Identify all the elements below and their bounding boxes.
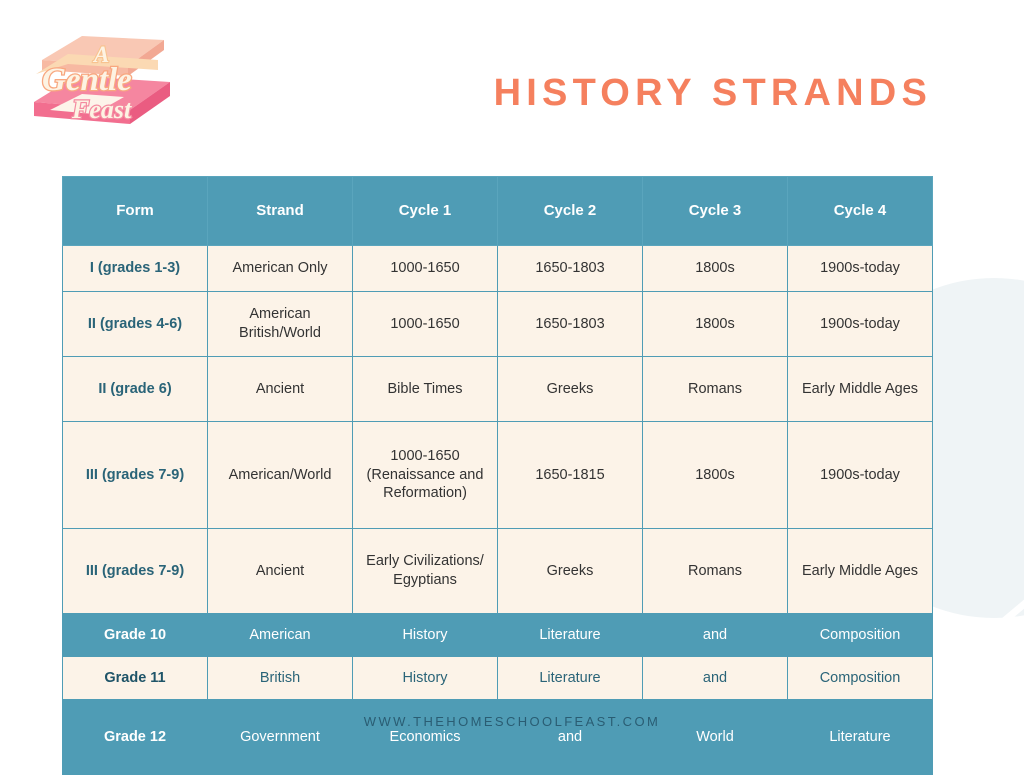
table-cell: 1900s-today (787, 245, 933, 292)
table-cell: Early Middle Ages (787, 528, 933, 614)
column-header-form: Form (62, 176, 208, 246)
table-cell: Greeks (497, 356, 643, 422)
table-cell: American British/World (207, 291, 353, 357)
table-cell: and (497, 699, 643, 775)
svg-text:Gentle: Gentle (42, 62, 132, 98)
table-row: III (grades 7-9) American/World 1000-1650 … (62, 421, 933, 529)
table-cell: and (642, 613, 788, 657)
site-url-footer: WWW.THEHOMESCHOOLFEAST.COM (363, 714, 661, 729)
table-cell: 1900s-today (787, 291, 933, 357)
table-row: Grade 11 British History Literature and Compo… (62, 656, 933, 700)
table-cell: Romans (642, 528, 788, 614)
table-cell: Economics (352, 699, 498, 775)
table-row: II (grades 4-6) American British/World 100… (62, 291, 933, 357)
table-cell: World (642, 699, 788, 775)
table-cell: 1000-1650 (352, 291, 498, 357)
row-form-label: Grade 11 (62, 656, 208, 700)
table-cell: 1000-1650 (352, 245, 498, 292)
table-cell: 1800s (642, 291, 788, 357)
row-form-label: I (grades 1-3) (62, 245, 208, 292)
row-form-label: III (grades 7-9) (62, 421, 208, 529)
table-cell: 1800s (642, 421, 788, 529)
page-header: A Gentle Feast HISTORY STRANDS (0, 0, 1024, 160)
table-cell: 1000-1650 (Renaissance and Reformation) (352, 421, 498, 529)
table-row: II (grade 6) Ancient Bible Times Greeks Roma… (62, 356, 933, 422)
table-cell: Ancient (207, 356, 353, 422)
table-header-row: Form Strand Cycle 1 Cycle 2 Cycle 3 Cycle 4 (62, 176, 933, 246)
table-row: Grade 12 Government Economics and World Liter… (62, 699, 933, 775)
table-cell: American (207, 613, 353, 657)
svg-text:A: A (92, 42, 109, 67)
row-form-label: Grade 10 (62, 613, 208, 657)
brand-logo-a-gentle-feast: A Gentle Feast (24, 14, 176, 134)
table-cell: Government (207, 699, 353, 775)
table-cell: British (207, 656, 353, 700)
table-cell: Literature (497, 613, 643, 657)
table-cell: History (352, 613, 498, 657)
history-strands-table: Form Strand Cycle 1 Cycle 2 Cycle 3 Cycle 4 I… (62, 176, 933, 775)
table-body: I (grades 1-3) American Only 1000-1650 1650… (62, 245, 933, 775)
table-cell: 1650-1803 (497, 245, 643, 292)
table-cell: Composition (787, 613, 933, 657)
table-cell: Greeks (497, 528, 643, 614)
table-cell: Early Civilizations/ Egyptians (352, 528, 498, 614)
row-form-label: Grade 12 (62, 699, 208, 775)
table-cell: Bible Times (352, 356, 498, 422)
table-cell: 1650-1803 (497, 291, 643, 357)
row-form-label: II (grade 6) (62, 356, 208, 422)
table-cell: Composition (787, 656, 933, 700)
column-header-cycle-2: Cycle 2 (497, 176, 643, 246)
column-header-strand: Strand (207, 176, 353, 246)
column-header-cycle-4: Cycle 4 (787, 176, 933, 246)
table-cell: 1900s-today (787, 421, 933, 529)
row-form-label: III (grades 7-9) (62, 528, 208, 614)
table-cell: American/World (207, 421, 353, 529)
column-header-cycle-1: Cycle 1 (352, 176, 498, 246)
decorative-diagonal-line-lower (984, 582, 1024, 689)
table-cell: 1800s (642, 245, 788, 292)
table-cell: American Only (207, 245, 353, 292)
column-header-cycle-3: Cycle 3 (642, 176, 788, 246)
table-cell: Romans (642, 356, 788, 422)
svg-text:Feast: Feast (71, 95, 132, 124)
table-cell: 1650-1815 (497, 421, 643, 529)
table-cell: Ancient (207, 528, 353, 614)
table-header: Form Strand Cycle 1 Cycle 2 Cycle 3 Cycle 4 (62, 176, 933, 246)
table-row: Grade 10 American History Literature and Comp… (62, 613, 933, 657)
table-cell: History (352, 656, 498, 700)
row-form-label: II (grades 4-6) (62, 291, 208, 357)
table-row: I (grades 1-3) American Only 1000-1650 1650… (62, 245, 933, 292)
page-title: HISTORY STRANDS (493, 72, 932, 114)
table-row: III (grades 7-9) Ancient Early Civilizatio… (62, 528, 933, 614)
table-cell: Early Middle Ages (787, 356, 933, 422)
table-cell: Literature (787, 699, 933, 775)
table-cell: Literature (497, 656, 643, 700)
table-cell: and (642, 656, 788, 700)
